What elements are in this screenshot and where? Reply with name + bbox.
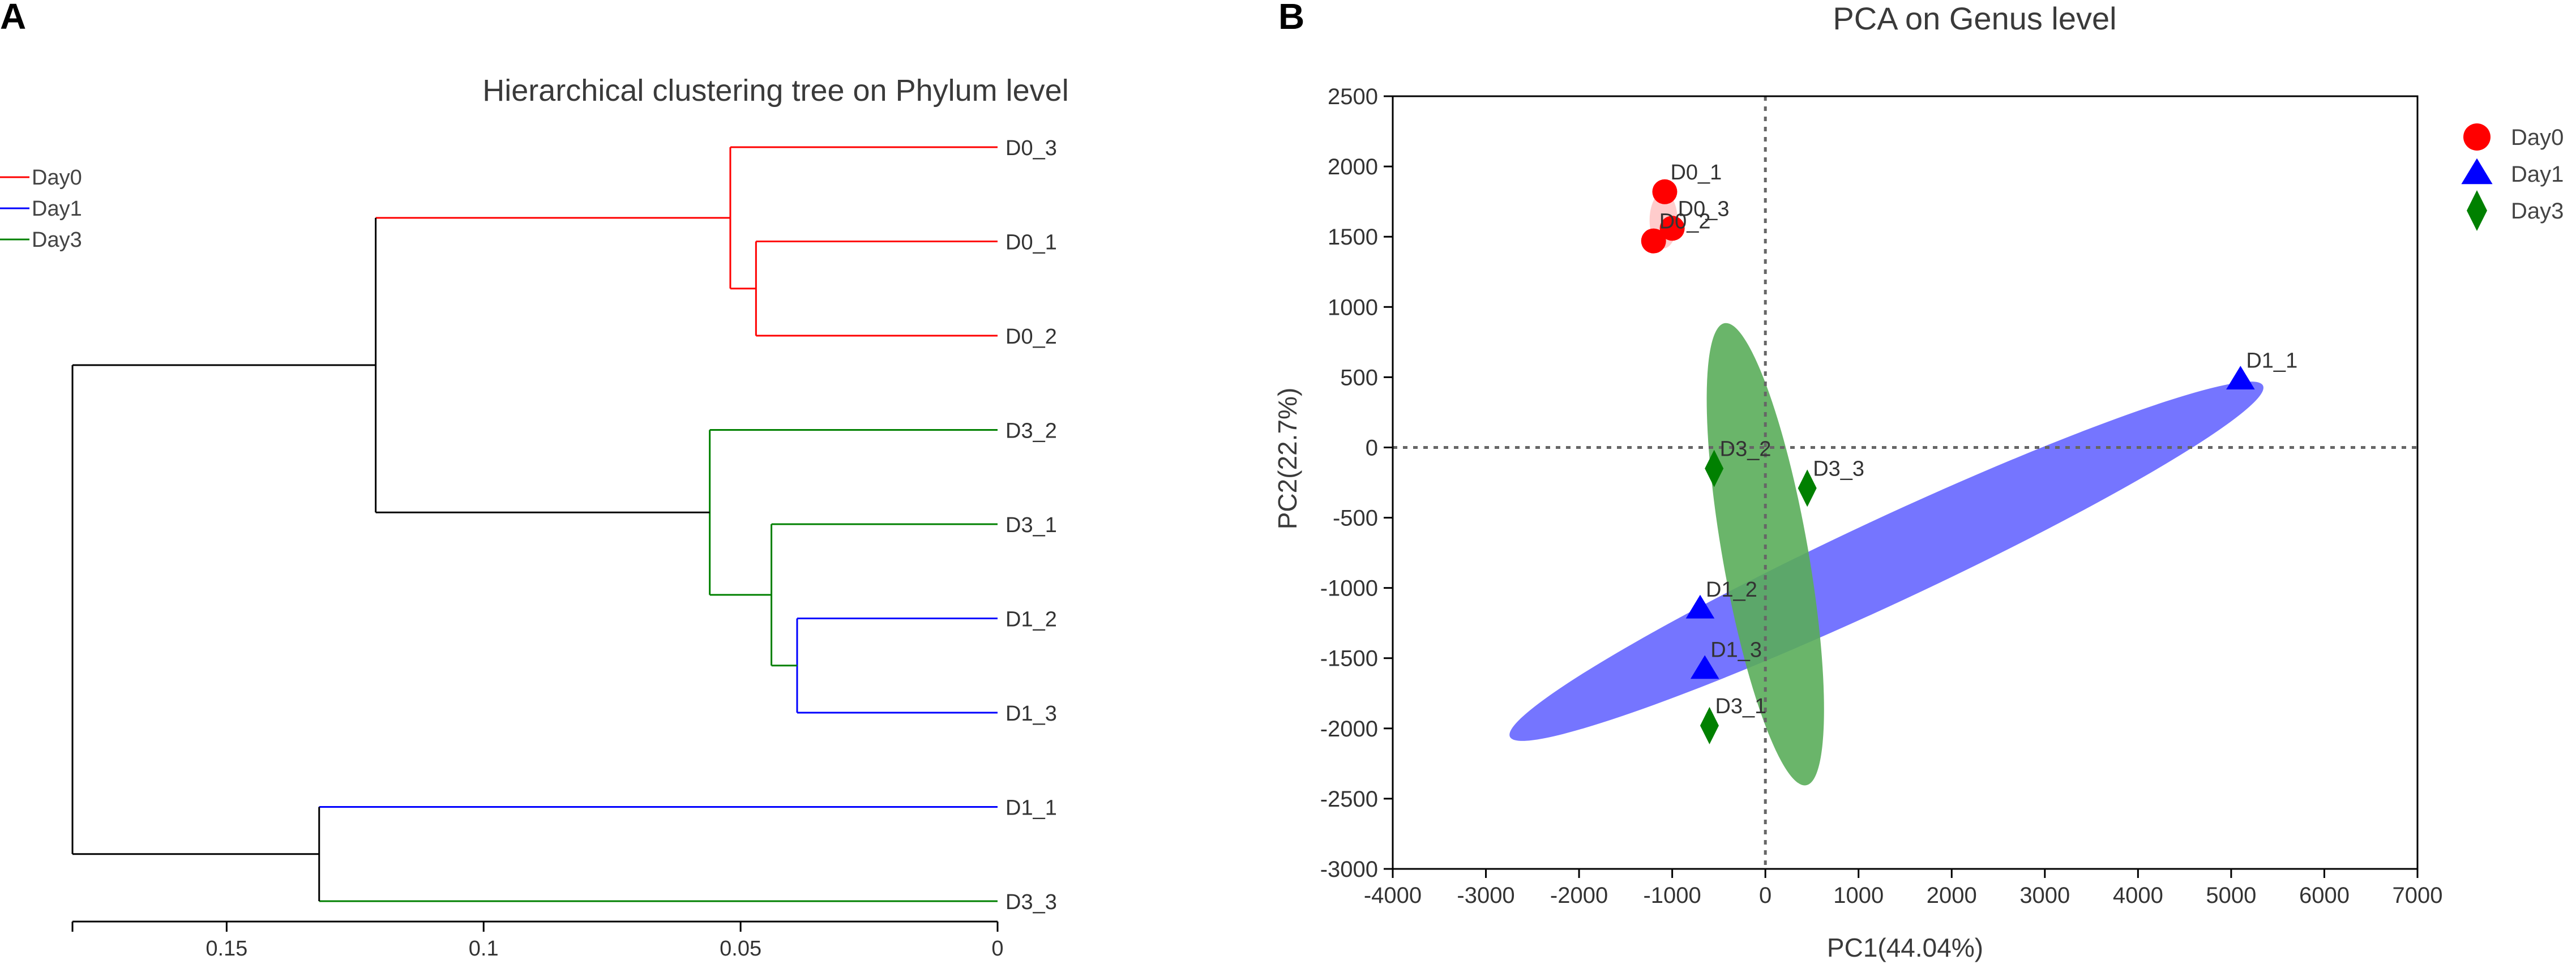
point-label-d3-2: D3_2 <box>1720 438 1771 461</box>
pca-plot-frame <box>1392 95 2419 870</box>
dendrogram-panel: Hierarchical clustering tree on Phylum l… <box>0 74 1069 961</box>
pca-y-axis-label: PC2(22.7%) <box>1273 388 1302 530</box>
x-tick-label--2000: -2000 <box>1550 883 1608 908</box>
panel-letter-b: B <box>1278 0 1305 37</box>
point-d0-3 <box>1659 216 1685 241</box>
point-d0-2 <box>1641 228 1666 254</box>
point-d3-3 <box>1798 469 1817 507</box>
legend-label-day0: Day0 <box>2511 125 2564 150</box>
pca-legend: Day0 Day1 Day3 <box>2461 123 2564 231</box>
y-tick-label-0: 0 <box>1366 435 1378 460</box>
x-tick-label-2000: 2000 <box>1927 883 1977 908</box>
y-tick-label-1000: 1000 <box>1328 295 1378 320</box>
point-d3-2 <box>1705 449 1724 487</box>
point-d3-1 <box>1700 706 1719 744</box>
y-tick-label--1500: -1500 <box>1320 646 1378 671</box>
y-tick-label--3000: -3000 <box>1320 857 1378 882</box>
legend-marker-day3 <box>2467 190 2487 231</box>
x-tick-label-1000: 1000 <box>1833 883 1884 908</box>
y-tick-label-2500: 2500 <box>1328 84 1378 109</box>
y-tick-label--2500: -2500 <box>1320 787 1378 812</box>
legend-label-day3: Day3 <box>2511 199 2564 224</box>
legend-marker-day1 <box>2461 158 2493 185</box>
leaf-label-d0-1: D0_1 <box>1005 231 1057 255</box>
legend-label-day1: Day1 <box>2511 162 2564 187</box>
dendrogram-leaf-labels: D0_3 D0_1 D0_2 D3_2 D3_1 D1_2 D1_3 D1_1 D3_3 <box>1005 136 1057 914</box>
pca-panel: PCA on Genus level -4000 -3000 -2000 -1000 0… <box>1273 1 2564 962</box>
legend-label-day0: Day0 <box>32 166 82 190</box>
point-label-d1-2: D1_2 <box>1706 578 1757 602</box>
point-d1-3 <box>1690 655 1719 679</box>
x-tick-label-5000: 5000 <box>2206 883 2256 908</box>
leaf-label-d1-2: D1_2 <box>1005 608 1057 632</box>
leaf-label-d3-3: D3_3 <box>1005 890 1057 914</box>
y-tick-label-1500: 1500 <box>1328 225 1378 250</box>
pca-title: PCA on Genus level <box>1833 1 2116 36</box>
x-tick-label-7000: 7000 <box>2393 883 2443 908</box>
legend-marker-day0 <box>2463 123 2491 151</box>
pca-points: D0_1 D0_3D0_2 D1_1 D1_2 D1_3 D3_2 D3_3 D3_1 <box>1641 161 2297 744</box>
pca-axes: -4000 -3000 -2000 -1000 0 1000 2000 3000 4000 500… <box>1320 84 2443 908</box>
x-tick-label--4000: -4000 <box>1364 883 1422 908</box>
y-tick-label-2000: 2000 <box>1328 155 1378 179</box>
leaf-label-d3-2: D3_2 <box>1005 419 1057 443</box>
dendrogram-tree <box>71 146 998 902</box>
x-tick-label-3000: 3000 <box>2019 883 2070 908</box>
legend-label-day1: Day1 <box>32 197 82 221</box>
dendrogram-title: Hierarchical clustering tree on Phylum l… <box>482 74 1068 108</box>
pca-x-axis-label: PC1(44.04%) <box>1827 933 1983 962</box>
x-tick-label-0.1: 0.1 <box>469 937 499 961</box>
leaf-label-d1-3: D1_3 <box>1005 702 1057 726</box>
leaf-label-d1-1: D1_1 <box>1005 796 1057 820</box>
y-tick-label--500: -500 <box>1333 506 1378 531</box>
point-label-d1-1: D1_1 <box>2246 349 2297 372</box>
point-d1-1 <box>2226 366 2255 390</box>
point-label-d3-1: D3_1 <box>1715 695 1766 718</box>
point-d0-1 <box>1652 179 1678 204</box>
legend-label-day3: Day3 <box>32 228 82 252</box>
x-tick-label-0.05: 0.05 <box>720 937 761 961</box>
point-label-d1-3: D1_3 <box>1710 639 1762 662</box>
x-tick-label-6000: 6000 <box>2299 883 2350 908</box>
point-label-d0-2: D0_2 <box>1659 210 1711 234</box>
x-tick-label-0: 0 <box>991 937 1003 961</box>
leaf-label-d0-2: D0_2 <box>1005 325 1057 349</box>
x-tick-label--1000: -1000 <box>1643 883 1701 908</box>
x-tick-label-0.15: 0.15 <box>206 937 247 961</box>
pca-ellipses <box>1509 192 2263 786</box>
point-label-d3-3: D3_3 <box>1813 457 1864 481</box>
y-tick-label--1000: -1000 <box>1320 576 1378 601</box>
confidence-ellipse-day1 <box>1509 382 2263 741</box>
point-d1-2 <box>1685 594 1715 619</box>
point-label-d0-3: D0_3 <box>1678 197 1730 221</box>
confidence-ellipse-day3 <box>1706 323 1824 786</box>
point-label-d0-1: D0_1 <box>1670 161 1722 185</box>
leaf-label-d0-3: D0_3 <box>1005 136 1057 160</box>
x-tick-label--3000: -3000 <box>1457 883 1514 908</box>
panel-letter-a: A <box>0 0 27 37</box>
dendrogram-x-axis: 0.15 0.1 0.05 0 <box>71 920 1004 961</box>
x-tick-label-0: 0 <box>1759 883 1771 908</box>
plot-frame <box>1392 95 2419 870</box>
y-tick-label-500: 500 <box>1340 365 1378 390</box>
pca-zero-lines <box>1393 96 2417 869</box>
y-tick-label--2000: -2000 <box>1320 717 1378 742</box>
leaf-label-d3-1: D3_1 <box>1005 513 1057 537</box>
dendrogram-legend: Day0 Day1 Day3 <box>0 166 82 252</box>
x-tick-label-4000: 4000 <box>2113 883 2163 908</box>
